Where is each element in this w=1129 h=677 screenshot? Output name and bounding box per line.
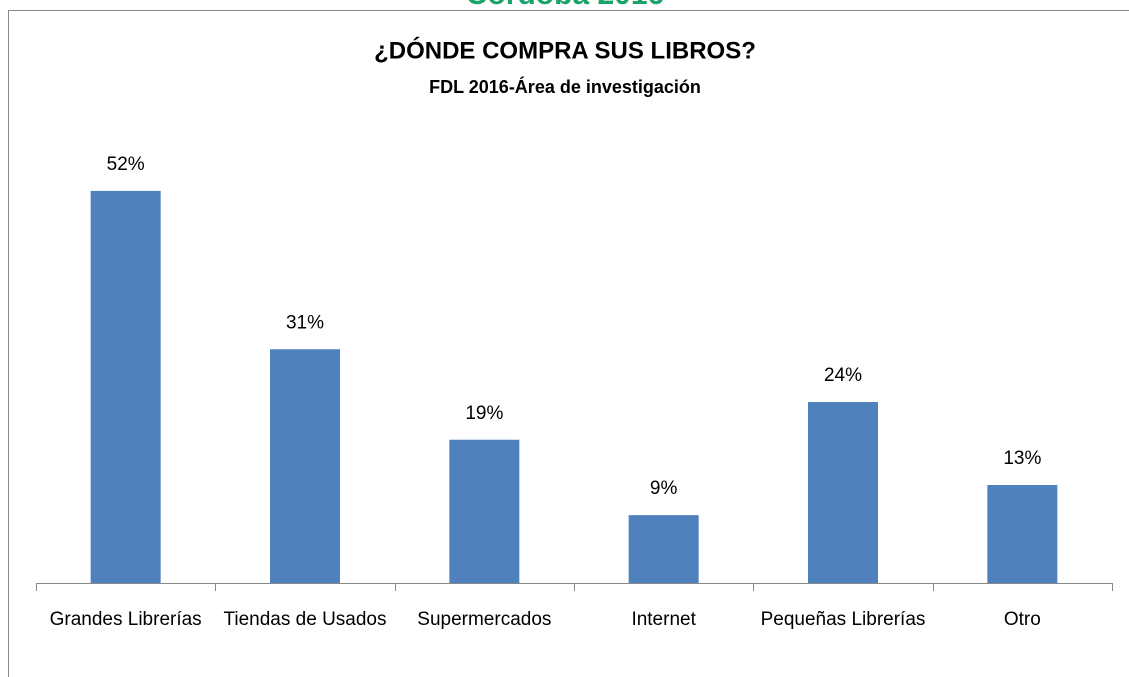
bar	[808, 402, 878, 583]
chart-title: ¿DÓNDE COMPRA SUS LIBROS?	[374, 36, 756, 64]
bar	[90, 190, 161, 584]
x-tick-label: Supermercados	[417, 609, 552, 630]
data-label: 31%	[286, 312, 324, 333]
data-label: 52%	[107, 154, 145, 175]
bar	[270, 349, 340, 583]
x-tick-label: Grandes Librerías	[49, 609, 202, 630]
x-tick-label: Pequeñas Librerías	[760, 609, 926, 630]
data-label: 9%	[650, 478, 678, 499]
x-tick-label: Tiendas de Usados	[223, 609, 387, 630]
data-label: 13%	[1003, 448, 1041, 469]
data-label: 24%	[824, 365, 862, 386]
x-tick-label: Otro	[1003, 609, 1041, 630]
bar	[449, 439, 520, 583]
chart-frame	[8, 10, 1129, 677]
x-tick-label: Internet	[631, 609, 696, 630]
data-label: 19%	[465, 403, 503, 424]
banner: Córdoba 2016	[466, 0, 664, 11]
bar	[628, 515, 699, 583]
chart-subtitle: FDL 2016-Área de investigación	[429, 76, 701, 97]
bar	[987, 484, 1058, 583]
